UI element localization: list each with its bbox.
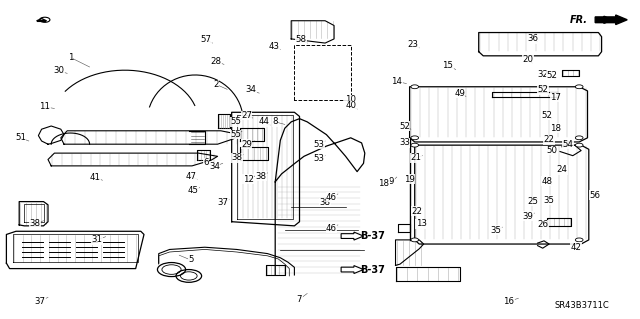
Text: 29: 29	[241, 140, 252, 149]
Text: 57: 57	[200, 35, 212, 44]
FancyArrow shape	[341, 232, 364, 240]
Text: 17: 17	[550, 93, 561, 102]
Text: 32: 32	[537, 70, 548, 78]
Text: 41: 41	[89, 173, 100, 182]
Text: 33: 33	[399, 138, 410, 147]
Text: 25: 25	[527, 197, 538, 206]
Text: 43: 43	[268, 42, 280, 51]
Text: 18: 18	[378, 179, 390, 188]
Text: 46: 46	[326, 224, 337, 233]
Text: 11: 11	[39, 102, 51, 111]
Text: 2: 2	[214, 80, 219, 89]
Text: 42: 42	[570, 243, 582, 252]
Text: 37: 37	[217, 198, 228, 207]
FancyArrow shape	[595, 15, 627, 25]
Text: 20: 20	[522, 56, 534, 64]
Text: 6: 6	[204, 158, 209, 167]
Circle shape	[575, 143, 583, 147]
Text: 14: 14	[391, 77, 403, 86]
Text: 5: 5	[188, 256, 193, 264]
Text: 52: 52	[546, 71, 557, 80]
Text: 35: 35	[490, 226, 502, 235]
Text: 27: 27	[241, 111, 252, 120]
Text: 55: 55	[230, 117, 241, 126]
Text: 52: 52	[541, 111, 553, 120]
Text: 38: 38	[255, 172, 267, 181]
Text: 24: 24	[556, 165, 568, 174]
Text: 22: 22	[412, 207, 423, 216]
Text: 21: 21	[410, 153, 422, 162]
FancyArrow shape	[341, 265, 364, 274]
Text: 44: 44	[258, 117, 269, 126]
Text: 28: 28	[211, 57, 222, 66]
Text: 38: 38	[29, 219, 41, 228]
Text: 12: 12	[243, 175, 254, 184]
Text: 22: 22	[543, 135, 555, 144]
Text: 30: 30	[53, 66, 65, 75]
Circle shape	[411, 238, 419, 242]
Circle shape	[411, 136, 419, 140]
Text: 16: 16	[503, 297, 515, 306]
Text: 47: 47	[185, 172, 196, 181]
Circle shape	[411, 85, 419, 89]
Text: 49: 49	[454, 89, 465, 98]
Text: 13: 13	[415, 219, 427, 228]
Text: 50: 50	[546, 146, 557, 155]
Text: 54: 54	[563, 140, 574, 149]
Text: FR.: FR.	[570, 15, 588, 25]
Text: 52: 52	[537, 85, 548, 94]
Text: 53: 53	[313, 140, 324, 149]
Text: 48: 48	[541, 177, 553, 186]
Text: 53: 53	[313, 154, 324, 163]
Text: 38: 38	[231, 153, 243, 162]
Text: 18: 18	[550, 124, 561, 133]
Text: SR43B3711C: SR43B3711C	[554, 301, 609, 310]
Text: B-37: B-37	[360, 231, 385, 241]
Text: 56: 56	[589, 191, 601, 200]
Text: 10: 10	[345, 95, 356, 104]
Text: 7: 7	[297, 295, 302, 304]
Circle shape	[411, 143, 419, 147]
Text: 19: 19	[404, 175, 415, 184]
Text: 23: 23	[407, 40, 419, 48]
Text: 55: 55	[230, 130, 241, 139]
Text: 15: 15	[442, 61, 454, 70]
Text: 39: 39	[523, 212, 533, 221]
Text: 58: 58	[295, 35, 307, 44]
Text: 9: 9	[389, 177, 394, 186]
Text: 26: 26	[537, 220, 548, 229]
Text: 35: 35	[543, 196, 555, 205]
Text: 52: 52	[399, 122, 410, 130]
Text: 40: 40	[345, 101, 356, 110]
Text: B-37: B-37	[360, 264, 385, 275]
Circle shape	[575, 85, 583, 89]
Text: 46: 46	[326, 193, 337, 202]
Text: 37: 37	[34, 297, 45, 306]
Text: 38: 38	[319, 198, 331, 207]
Text: 8: 8	[273, 117, 278, 126]
Text: 51: 51	[15, 133, 26, 142]
Text: 1: 1	[68, 53, 73, 62]
Text: 36: 36	[527, 34, 538, 43]
Text: 34: 34	[245, 85, 257, 94]
Circle shape	[575, 136, 583, 140]
Text: 45: 45	[188, 186, 199, 195]
Text: 34: 34	[209, 162, 220, 171]
Circle shape	[575, 238, 583, 242]
Text: 31: 31	[92, 235, 103, 244]
